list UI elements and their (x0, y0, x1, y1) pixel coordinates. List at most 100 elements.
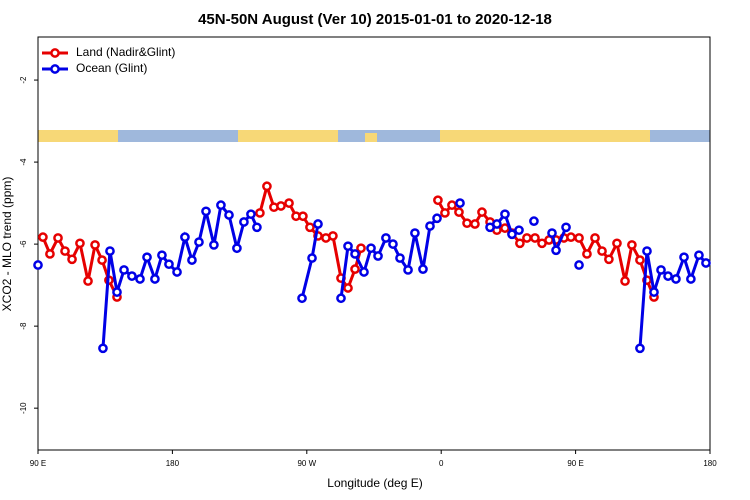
legend-label: Ocean (Glint) (76, 61, 147, 75)
data-point (477, 207, 487, 217)
data-point (694, 250, 704, 261)
y-axis-label: XCO2 - MLO trend (ppm) (0, 177, 14, 312)
data-point (455, 198, 465, 208)
data-point (90, 240, 100, 250)
data-point (373, 251, 383, 261)
data-point (551, 245, 561, 256)
data-point (45, 249, 55, 259)
data-point (515, 238, 525, 249)
data-point (500, 209, 510, 220)
data-point (561, 222, 571, 233)
data-point (38, 232, 48, 242)
data-point (119, 265, 129, 275)
data-point (612, 238, 622, 249)
data-point (105, 246, 115, 256)
data-point (574, 260, 584, 270)
data-point (255, 208, 265, 218)
data-point (328, 231, 338, 241)
data-point (180, 232, 190, 242)
data-point (112, 287, 122, 297)
data-point (410, 228, 420, 238)
data-point (252, 222, 262, 233)
x-tick-label: 90 E (30, 459, 46, 468)
data-point (701, 258, 711, 268)
map-strip (38, 130, 710, 142)
data-point (336, 293, 346, 304)
data-point (246, 209, 256, 220)
data-point (359, 267, 369, 277)
data-point (529, 216, 539, 226)
x-tick-label: 180 (166, 459, 180, 468)
y-tick-label: -4 (19, 158, 28, 166)
data-point (663, 271, 673, 281)
x-tick-label: 0 (439, 459, 444, 468)
data-point (60, 246, 70, 256)
legend-marker (50, 64, 60, 74)
data-point (403, 265, 413, 275)
data-point (98, 343, 108, 354)
data-point (187, 255, 197, 265)
data-point (686, 274, 696, 284)
data-point (201, 206, 211, 217)
data-point (67, 254, 77, 265)
data-point (547, 228, 557, 238)
data-point (284, 198, 294, 208)
data-point (507, 229, 517, 240)
data-point (418, 264, 428, 274)
data-point (127, 271, 137, 281)
data-point (635, 255, 645, 265)
plot-frame (37, 36, 711, 451)
data-point (470, 219, 480, 229)
data-point (298, 211, 308, 222)
data-point (350, 264, 360, 274)
data-point (649, 287, 659, 297)
data-point (432, 213, 442, 224)
data-point (440, 208, 450, 218)
data-point (566, 232, 576, 242)
x-axis-label: Longitude (deg E) (327, 476, 422, 490)
data-point (604, 254, 614, 265)
x-tick-label: 90 W (297, 459, 316, 468)
data-point (620, 276, 630, 286)
data-point (395, 253, 405, 263)
y-tick-label: -2 (19, 76, 28, 84)
y-tick-label: -8 (19, 322, 28, 330)
series-line (101, 201, 708, 349)
data-point (224, 210, 234, 220)
data-point (350, 249, 360, 259)
data-point (679, 252, 689, 263)
data-point (33, 260, 43, 270)
data-point (582, 249, 592, 259)
legend-marker (50, 48, 60, 58)
data-point (522, 233, 532, 243)
data-point (305, 222, 315, 233)
data-point (514, 225, 524, 236)
data-point (239, 217, 249, 227)
data-point (297, 293, 307, 304)
data-point (656, 265, 666, 275)
x-tick-label: 90 E (567, 459, 583, 468)
data-point (597, 246, 607, 256)
data-point (343, 283, 353, 293)
data-point (454, 207, 464, 217)
data-point (671, 274, 681, 284)
data-point (433, 195, 443, 206)
data-point (75, 238, 85, 249)
data-point (492, 219, 502, 229)
data-point (276, 201, 286, 211)
data-point (635, 343, 645, 354)
data-point (462, 218, 472, 229)
data-point (164, 259, 174, 270)
data-point (135, 274, 145, 284)
y-tick-label: -6 (19, 240, 28, 248)
data-point (388, 239, 398, 249)
data-point (313, 219, 323, 229)
data-point (530, 233, 540, 243)
data-point (209, 240, 219, 250)
data-point (381, 233, 391, 243)
data-point (425, 221, 435, 231)
data-point (83, 276, 93, 286)
legend-label: Land (Nadir&Glint) (76, 45, 175, 59)
data-point (142, 252, 152, 263)
x-tick-label: 180 (703, 459, 717, 468)
